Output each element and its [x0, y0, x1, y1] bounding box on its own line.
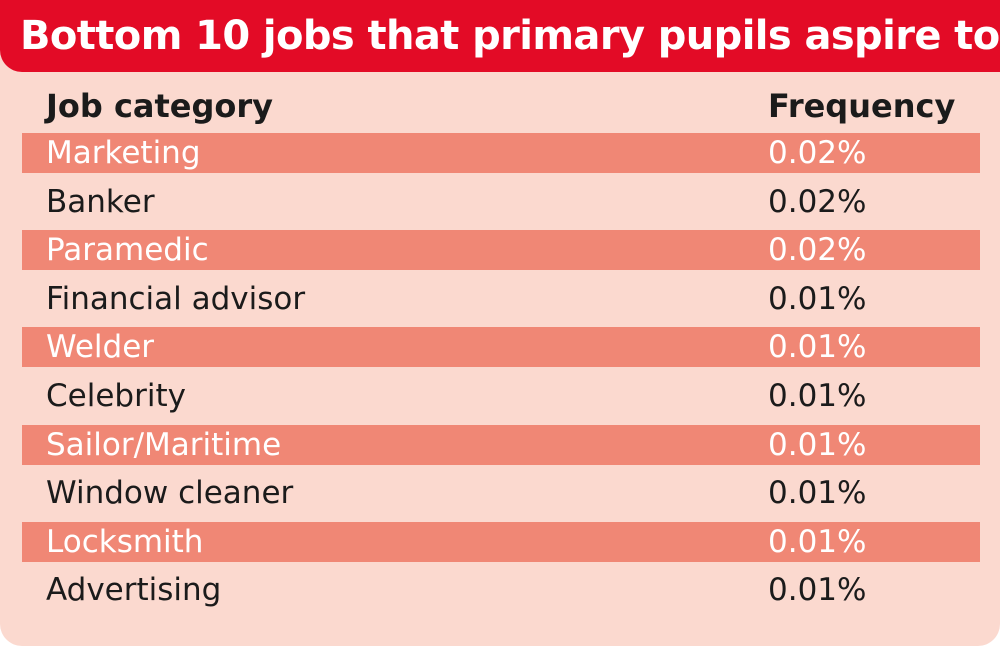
column-header-frequency: Frequency: [768, 87, 956, 125]
frequency-cell: 0.01%: [768, 523, 867, 560]
frequency-cell: 0.02%: [768, 135, 867, 171]
chart-title: Bottom 10 jobs that primary pupils aspir…: [20, 13, 1000, 59]
job-category-cell: Marketing: [46, 135, 201, 171]
table-row: Financial advisor 0.01%: [22, 279, 980, 319]
table-row: Welder 0.01%: [22, 327, 980, 368]
job-category-cell: Banker: [46, 183, 155, 220]
job-category-cell: Financial advisor: [46, 280, 306, 317]
column-header-job-category: Job category: [46, 87, 274, 125]
table-row: Window cleaner 0.01%: [22, 473, 980, 513]
frequency-cell: 0.02%: [768, 232, 867, 269]
frequency-cell: 0.01%: [768, 475, 867, 512]
job-category-cell: Advertising: [46, 572, 222, 609]
frequency-cell: 0.01%: [768, 377, 867, 414]
job-category-cell: Celebrity: [46, 377, 186, 414]
frequency-cell: 0.01%: [768, 572, 867, 609]
title-bar: Bottom 10 jobs that primary pupils aspir…: [0, 0, 1000, 72]
frequency-cell: 0.01%: [768, 329, 867, 366]
table-row: Celebrity 0.01%: [22, 376, 980, 416]
job-category-cell: Paramedic: [46, 232, 209, 269]
job-category-cell: Sailor/Maritime: [46, 426, 282, 463]
table-row: Paramedic 0.02%: [22, 230, 980, 271]
table-body: Marketing 0.02% Banker 0.02% Paramedic 0.02% F…: [22, 133, 980, 619]
table-row: Sailor/Maritime 0.01%: [22, 424, 980, 465]
job-category-cell: Window cleaner: [46, 475, 294, 512]
table-row: Locksmith 0.01%: [22, 521, 980, 562]
job-category-cell: Welder: [46, 329, 155, 366]
job-category-cell: Locksmith: [46, 523, 204, 560]
table-row: Marketing 0.02%: [22, 133, 980, 173]
table-row: Banker 0.02%: [22, 182, 980, 222]
frequency-cell: 0.02%: [768, 183, 867, 220]
frequency-cell: 0.01%: [768, 280, 867, 317]
table-row: Advertising 0.01%: [22, 570, 980, 610]
frequency-cell: 0.01%: [768, 426, 867, 463]
